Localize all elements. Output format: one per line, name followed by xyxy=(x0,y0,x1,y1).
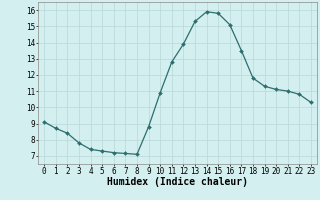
X-axis label: Humidex (Indice chaleur): Humidex (Indice chaleur) xyxy=(107,177,248,187)
